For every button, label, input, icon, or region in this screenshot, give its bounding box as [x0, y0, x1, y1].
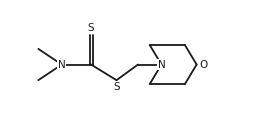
Text: O: O	[199, 59, 208, 70]
Text: N: N	[157, 59, 165, 70]
Text: S: S	[113, 82, 120, 92]
Text: S: S	[88, 23, 94, 33]
Text: N: N	[58, 59, 66, 70]
